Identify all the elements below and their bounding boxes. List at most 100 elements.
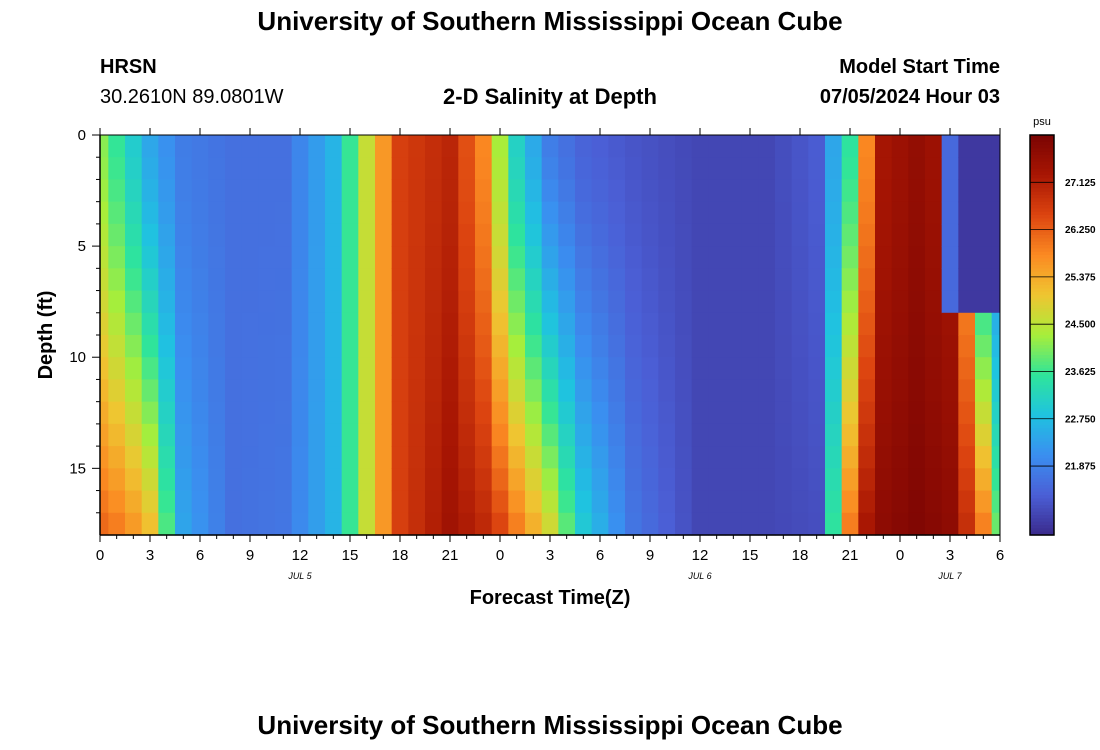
- heatmap-cell: [291, 468, 309, 492]
- colorbar-segment: [1030, 495, 1054, 499]
- heatmap-cell: [708, 379, 726, 403]
- heatmap-cell: [125, 512, 143, 536]
- heatmap-cell: [525, 401, 543, 425]
- heatmap-cell: [375, 335, 393, 358]
- colorbar-segment: [1030, 188, 1054, 193]
- heatmap-cell: [258, 179, 276, 203]
- heatmap-cell: [241, 490, 259, 514]
- heatmap-cell: [458, 468, 476, 492]
- colorbar-segment: [1030, 458, 1054, 463]
- heatmap-cell: [291, 179, 309, 203]
- heatmap-cell: [558, 512, 576, 536]
- heatmap-cell: [425, 379, 443, 403]
- heatmap-cell: [541, 468, 559, 492]
- heatmap-cell: [891, 423, 909, 447]
- heatmap-cell: [208, 379, 226, 403]
- heatmap-cell: [225, 135, 243, 158]
- heatmap-cell: [108, 312, 126, 336]
- heatmap-cell: [558, 290, 576, 314]
- heatmap-cell: [975, 135, 993, 158]
- colorbar-segment: [1030, 238, 1054, 243]
- colorbar-segment: [1030, 415, 1054, 419]
- colorbar: 27.125 26.250 25.375 24.500 23.625 22.750 21.8…: [1029, 134, 1096, 536]
- heatmap-cell: [458, 357, 476, 381]
- heatmap-cell: [908, 312, 926, 336]
- heatmap-cell: [808, 401, 826, 425]
- heatmap-cell: [141, 223, 159, 247]
- heatmap-cell: [858, 357, 876, 381]
- heatmap-cell: [958, 290, 976, 314]
- heatmap-cell: [908, 401, 926, 425]
- heatmap-cell: [841, 423, 859, 447]
- heatmap-cell: [575, 179, 593, 203]
- heatmap-cell: [258, 268, 276, 292]
- heatmap-cell: [358, 335, 376, 358]
- heatmap-cell: [208, 423, 226, 447]
- heatmap-cell: [891, 223, 909, 247]
- x-tick-label: 12: [692, 547, 709, 564]
- heatmap-cell: [258, 157, 276, 181]
- heatmap-cell: [791, 312, 809, 336]
- heatmap-cell: [100, 512, 109, 536]
- heatmap-cell: [908, 179, 926, 203]
- heatmap-cell: [458, 223, 476, 247]
- heatmap-cell: [925, 312, 943, 336]
- heatmap-cell: [441, 512, 459, 536]
- heatmap-cell: [925, 135, 943, 158]
- heatmap-cell: [100, 268, 109, 292]
- heatmap-cell: [125, 423, 143, 447]
- heatmap-cell: [891, 379, 909, 403]
- heatmap-cell: [925, 246, 943, 269]
- heatmap-cell: [441, 223, 459, 247]
- heatmap-cell: [675, 446, 693, 469]
- heatmap-cell: [100, 357, 109, 381]
- heatmap-cell: [341, 357, 359, 381]
- heatmap-cell: [691, 357, 709, 381]
- heatmap-cell: [858, 335, 876, 358]
- date-label: JUL 7: [937, 571, 962, 581]
- heatmap-cell: [391, 290, 409, 314]
- heatmap-cell: [225, 157, 243, 181]
- heatmap-cell: [508, 423, 526, 447]
- heatmap-cell: [525, 179, 543, 203]
- heatmap-cell: [708, 468, 726, 492]
- colorbar-segment: [1030, 181, 1054, 186]
- heatmap-cell: [291, 335, 309, 358]
- heatmap-cell: [475, 268, 493, 292]
- x-tick-label: 15: [742, 547, 759, 564]
- heatmap-cell: [625, 490, 643, 514]
- heatmap-cell: [725, 157, 743, 181]
- heatmap-cell: [258, 512, 276, 536]
- colorbar-frame: [1029, 134, 1055, 536]
- heatmap-cell: [541, 157, 559, 181]
- heatmap-cell: [591, 268, 609, 292]
- heatmap-cell: [475, 312, 493, 336]
- heatmap-cell: [425, 179, 443, 203]
- heatmap-cell: [375, 446, 393, 469]
- heatmap-cell: [758, 423, 776, 447]
- heatmap-cell: [558, 335, 576, 358]
- heatmap-cell: [675, 379, 693, 403]
- heatmap-cell: [608, 401, 626, 425]
- heatmap-cell: [158, 512, 176, 536]
- heatmap-cell: [225, 512, 243, 536]
- colorbar-segment: [1030, 271, 1054, 276]
- heatmap-cell: [258, 290, 276, 314]
- heatmap-cell: [891, 335, 909, 358]
- heatmap-cell: [125, 135, 143, 158]
- heatmap-cell: [458, 312, 476, 336]
- heatmap-cell: [458, 157, 476, 181]
- heatmap-cell: [958, 490, 976, 514]
- heatmap-cell: [591, 246, 609, 269]
- heatmap-cell: [558, 179, 576, 203]
- heatmap-cell: [808, 312, 826, 336]
- colorbar-segment: [1030, 431, 1054, 436]
- heatmap-cell: [508, 157, 526, 181]
- heatmap-cell: [558, 468, 576, 492]
- heatmap-cell: [108, 223, 126, 247]
- heatmap-cell: [591, 379, 609, 403]
- heatmap-cell: [291, 357, 309, 381]
- heatmap-cell: [425, 201, 443, 225]
- heatmap-cell: [441, 268, 459, 292]
- colorbar-tick-label: 25.375: [1065, 272, 1096, 283]
